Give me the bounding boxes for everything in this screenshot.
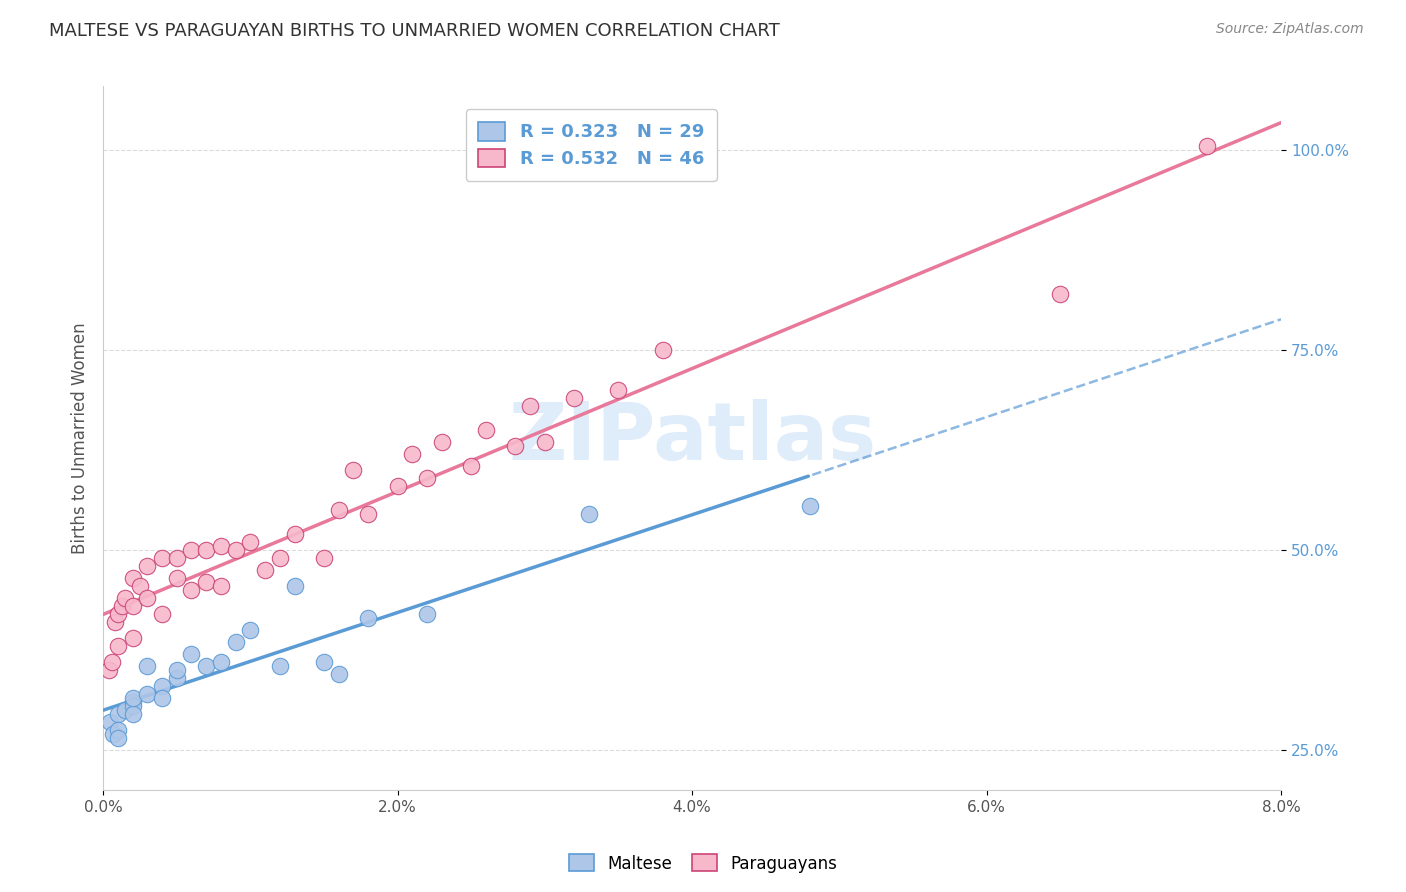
Point	[195, 659, 218, 673]
Point	[180, 647, 202, 661]
Point	[209, 655, 232, 669]
Point	[387, 479, 409, 493]
Point	[114, 591, 136, 605]
Legend: R = 0.323   N = 29, R = 0.532   N = 46: R = 0.323 N = 29, R = 0.532 N = 46	[465, 110, 717, 181]
Point	[107, 607, 129, 621]
Point	[328, 667, 350, 681]
Point	[166, 551, 188, 566]
Point	[107, 731, 129, 745]
Point	[342, 463, 364, 477]
Point	[150, 690, 173, 705]
Point	[121, 695, 143, 709]
Point	[166, 671, 188, 685]
Point	[111, 599, 134, 613]
Point	[195, 543, 218, 558]
Point	[475, 423, 498, 437]
Point	[136, 559, 159, 574]
Point	[799, 499, 821, 513]
Point	[107, 723, 129, 737]
Point	[312, 551, 335, 566]
Point	[98, 663, 121, 677]
Point	[100, 714, 122, 729]
Point	[180, 582, 202, 597]
Point	[121, 631, 143, 645]
Point	[283, 527, 305, 541]
Point	[121, 690, 143, 705]
Point	[180, 543, 202, 558]
Point	[416, 607, 439, 621]
Point	[269, 551, 291, 566]
Point	[150, 551, 173, 566]
Point	[150, 607, 173, 621]
Point	[416, 471, 439, 485]
Point	[101, 655, 124, 669]
Point	[1049, 287, 1071, 301]
Point	[651, 343, 673, 358]
Point	[269, 659, 291, 673]
Point	[239, 623, 262, 637]
Text: MALTESE VS PARAGUAYAN BIRTHS TO UNMARRIED WOMEN CORRELATION CHART: MALTESE VS PARAGUAYAN BIRTHS TO UNMARRIE…	[49, 22, 780, 40]
Point	[312, 655, 335, 669]
Point	[121, 571, 143, 585]
Point	[239, 535, 262, 549]
Point	[1197, 139, 1219, 153]
Point	[357, 611, 380, 625]
Point	[114, 703, 136, 717]
Point	[107, 706, 129, 721]
Point	[283, 579, 305, 593]
Point	[505, 439, 527, 453]
Point	[121, 706, 143, 721]
Point	[121, 698, 143, 713]
Point	[328, 503, 350, 517]
Point	[430, 435, 453, 450]
Point	[166, 663, 188, 677]
Point	[129, 579, 152, 593]
Point	[107, 639, 129, 653]
Y-axis label: Births to Unmarried Women: Births to Unmarried Women	[72, 322, 89, 554]
Legend: Maltese, Paraguayans: Maltese, Paraguayans	[562, 847, 844, 880]
Point	[607, 383, 630, 397]
Point	[166, 571, 188, 585]
Point	[562, 391, 585, 405]
Point	[136, 591, 159, 605]
Point	[103, 727, 125, 741]
Point	[209, 539, 232, 553]
Point	[136, 659, 159, 673]
Point	[578, 507, 600, 521]
Text: Source: ZipAtlas.com: Source: ZipAtlas.com	[1216, 22, 1364, 37]
Point	[225, 635, 247, 649]
Text: ZIPatlas: ZIPatlas	[508, 399, 876, 477]
Point	[254, 563, 277, 577]
Point	[460, 459, 482, 474]
Point	[534, 435, 557, 450]
Point	[136, 687, 159, 701]
Point	[150, 679, 173, 693]
Point	[225, 543, 247, 558]
Point	[401, 447, 423, 461]
Point	[519, 399, 541, 413]
Point	[357, 507, 380, 521]
Point	[195, 574, 218, 589]
Point	[121, 599, 143, 613]
Point	[209, 579, 232, 593]
Point	[104, 615, 127, 629]
